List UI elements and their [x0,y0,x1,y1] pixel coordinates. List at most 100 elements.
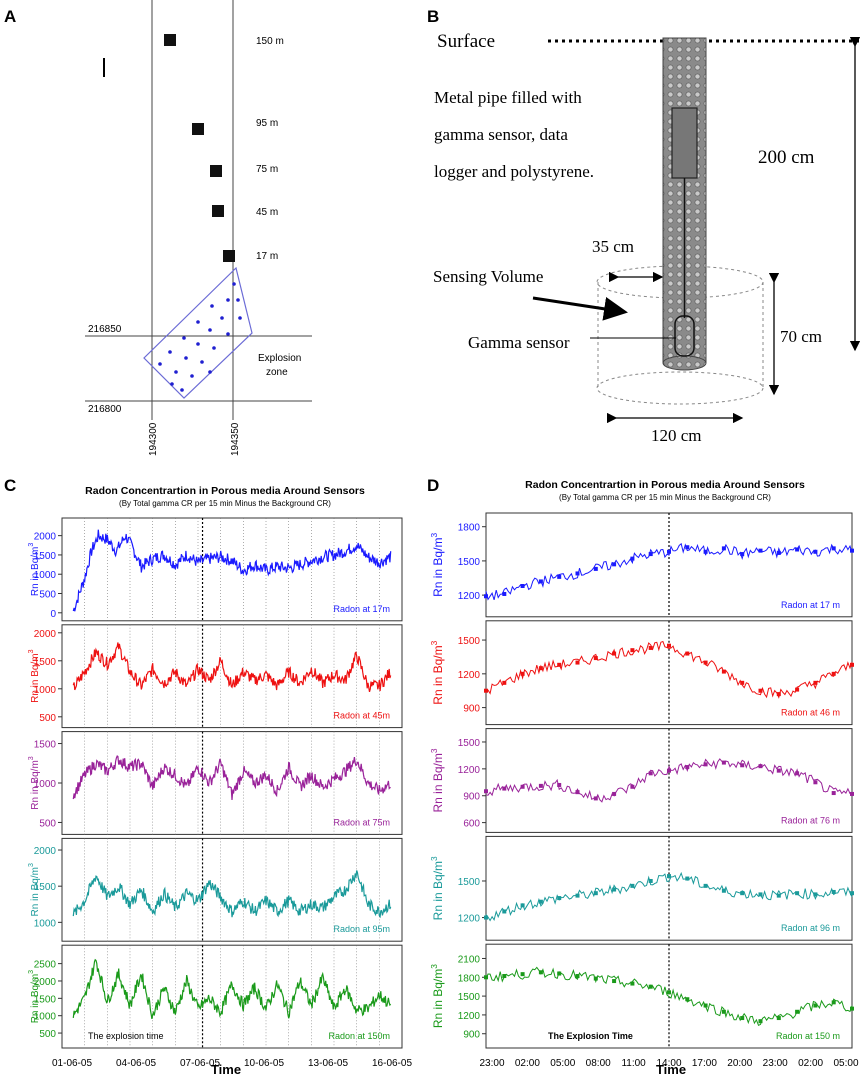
chart-d-data-point [776,550,781,555]
chart-d-data-point [502,909,507,914]
chart-d-series-name-1: Radon at 17 m [781,600,840,610]
chart-d-data-point [831,671,836,676]
chart-d-data-point [520,583,525,588]
chart-c-ytick-label: 1500 [34,994,57,1005]
chart-c-ytick-label: 1000 [34,779,57,790]
chart-d-plot-area: 1200 1500 1800 Rn in Bq/m3 Radon at 17 m 900 1… [429,512,859,1069]
panel-letter-a: A [4,7,16,26]
chart-d-data-point [795,687,800,692]
chart-d-data-point [667,768,671,773]
chart-d-data-point [557,662,562,667]
chart-d-data-point [813,892,818,897]
panel-a: A 150 m 95 m 75 m 45 m 17 m Explosion zo… [4,0,312,456]
chart-d-data-point [557,971,562,976]
chart-d-data-point [740,763,745,768]
sensor-marker-150m [164,34,176,46]
chart-d-series-name-3: Radon at 76 m [781,815,840,825]
chart-d-data-point [721,546,726,551]
chart-d-ytick-label: 2100 [458,954,481,965]
explosion-zone-polygon [143,266,253,399]
chart-d-data-point [484,915,488,920]
chart-d-data-point [667,549,671,554]
pipe-description-line-2: gamma sensor, data [434,125,568,144]
chart-d-data-point [667,643,671,648]
chart-c-subplot-3: 500 1000 1500 Rn in Bq/m3 Radon at 75m [28,731,403,835]
panel-c: C Radon Concentrartion in Porous media A… [4,476,412,1077]
chart-d-xtick-label: 14:00 [656,1058,681,1069]
chart-d-series-line-1 [485,542,853,601]
chart-d-ytick-label: 1500 [458,992,481,1003]
chart-d-explosion-label: The Explosion Time [548,1031,633,1041]
sensor-label-75m: 75 m [256,164,278,175]
chart-c-ytick-label: 2000 [34,629,57,640]
chart-c-subplot-frame [61,944,403,1049]
gamma-sensor-label: Gamma sensor [468,333,570,352]
chart-c-series-line-2 [72,642,392,693]
chart-d-data-point [484,975,488,980]
chart-d-ytick-label: 900 [463,792,480,803]
chart-d-data-point [850,1006,854,1011]
chart-d-series-line-3 [485,758,853,803]
chart-c-xtick-label: 10-06-05 [244,1058,284,1069]
chart-d-data-point [776,768,781,773]
chart-d-data-point [575,893,580,898]
chart-c-ylabel: Rn in Bq/m3 [28,543,41,596]
chart-d-data-point [593,656,598,661]
chart-c-ytick-label: 1000 [34,1012,57,1023]
chart-d-subplot-1: 1200 1500 1800 Rn in Bq/m3 Radon at 17 m [429,512,854,618]
chart-d-series-line-5 [485,966,853,1026]
chart-d-data-point [630,981,635,986]
chart-d-data-point [612,562,617,567]
chart-d-data-point [850,791,854,796]
chart-d-xtick-label: 02:00 [798,1058,823,1069]
chart-d-ylabel: Rn in Bq/m3 [429,640,445,704]
chart-d-xtick-label: 08:00 [586,1058,611,1069]
chart-d-ytick-label: 900 [463,1030,480,1041]
chart-d-data-point [648,771,653,776]
chart-d-data-point [667,874,671,879]
chart-d-data-point [593,796,598,801]
chart-d-data-point [484,688,488,693]
chart-c-subplot-frame [61,517,403,622]
surface-label: Surface [437,31,495,52]
chart-d-data-point [776,893,781,898]
chart-c-explosion-label: The explosion time [88,1031,164,1041]
chart-d-data-point [612,887,617,892]
chart-d-data-point [721,1009,726,1014]
chart-d-ytick-label: 1200 [458,1011,481,1022]
chart-c-ytick-label: 1500 [34,740,57,751]
chart-c-ytick-label: 2000 [34,977,57,988]
chart-d-data-point [593,566,598,571]
chart-d-data-point [831,546,836,551]
sensor-label-45m: 45 m [256,207,278,218]
chart-c-ytick-label: 2000 [34,846,57,857]
chart-c-series-name-4: Radon at 95m [333,924,390,934]
chart-d-ylabel: Rn in Bq/m3 [429,856,445,920]
chart-d-subplot-5: 900 1200 1500 1800 2100 Rn in Bq/m3 Radon at 1… [429,943,854,1049]
chart-c-ytick-label: 2500 [34,960,57,971]
data-logger [671,107,698,179]
chart-d-data-point [740,552,745,557]
panel-letter-d: D [427,476,439,495]
chart-d-data-point [685,545,690,550]
chart-d-xtick-label: 05:00 [833,1058,858,1069]
chart-c-ytick-label: 500 [39,590,56,601]
chart-d-ytick-label: 1800 [458,523,481,534]
chart-d-data-point [630,648,635,653]
sensor-marker-45m [212,205,224,217]
chart-d-subplot-3: 600 900 1200 1500 Rn in Bq/m3 Radon at 76 m [429,728,854,833]
chart-d-data-point [813,1003,818,1008]
chart-d-data-point [612,979,617,984]
chart-d-data-point [612,791,617,796]
chart-d-data-point [795,1009,800,1014]
explosion-zone-dots [158,282,242,392]
chart-d-ylabel: Rn in Bq/m3 [429,964,445,1028]
chart-d-data-point [758,1019,763,1024]
chart-c-ytick-label: 0 [50,609,56,620]
chart-d-data-point [630,784,635,789]
chart-d-data-point [795,547,800,552]
chart-d-data-point [612,651,617,656]
chart-d-ytick-label: 1200 [458,914,481,925]
chart-d-data-point [538,666,543,671]
